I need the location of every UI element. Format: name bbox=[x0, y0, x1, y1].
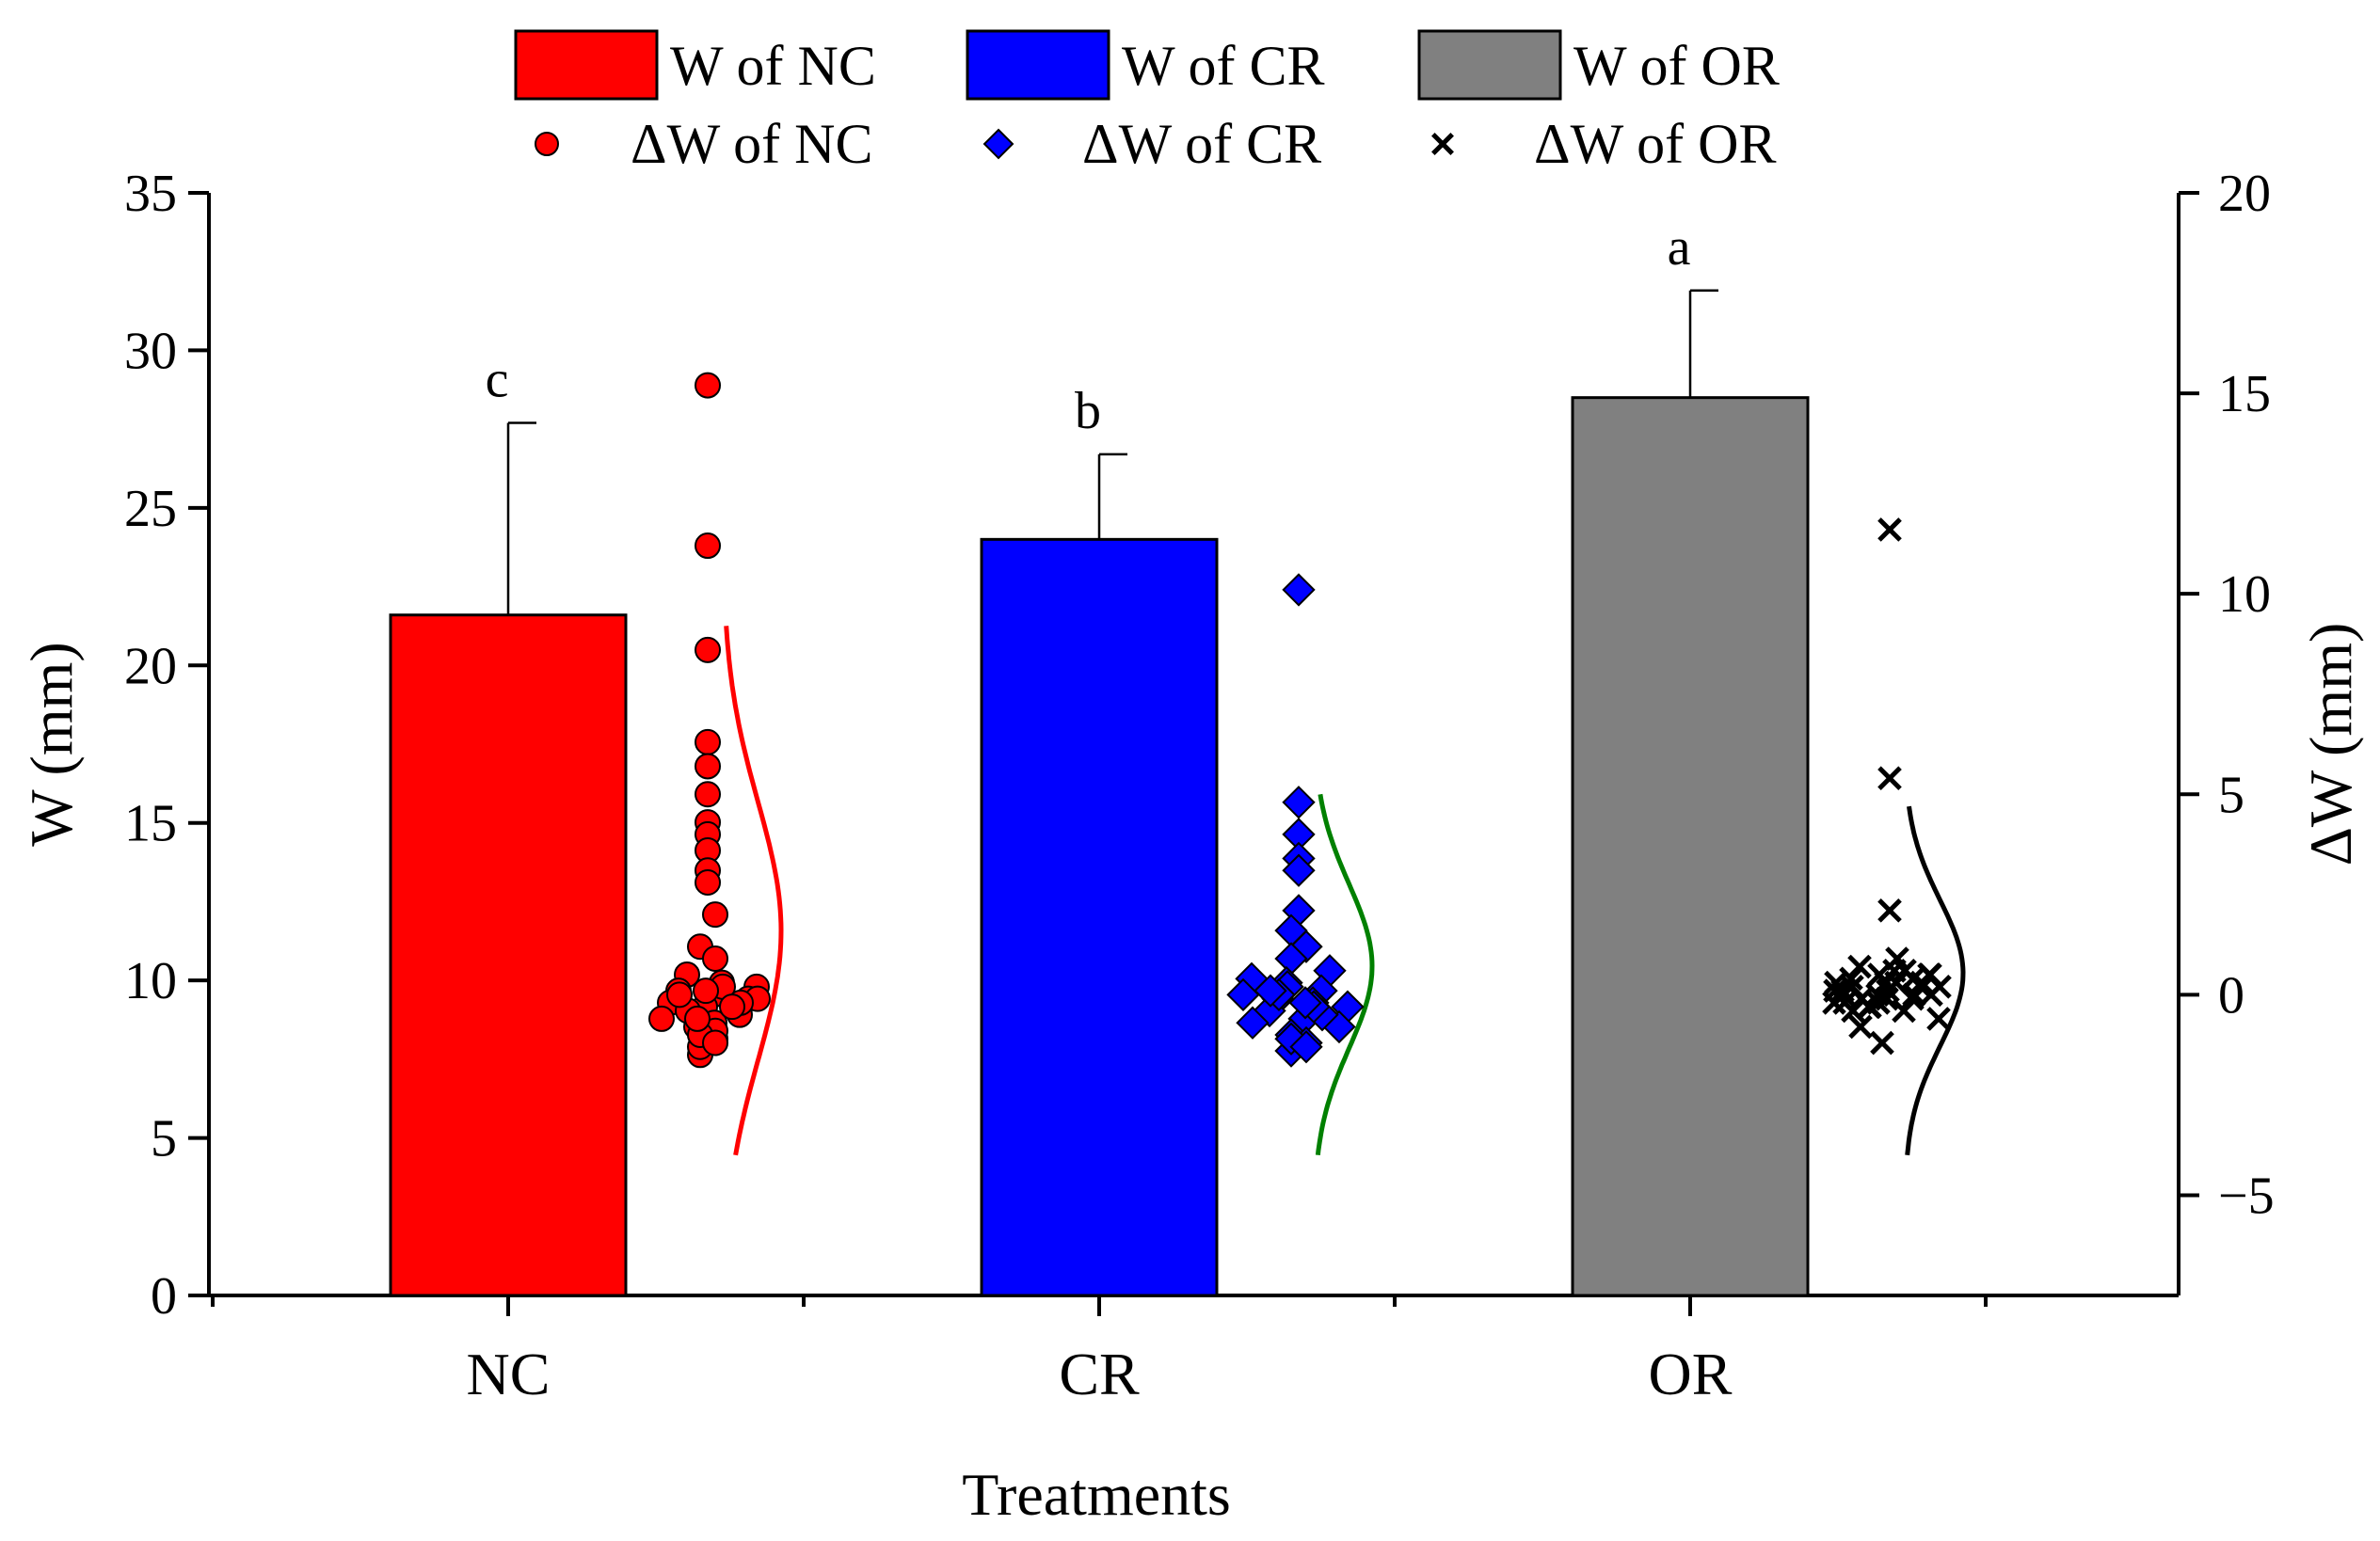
y2-tick-label: 0 bbox=[2218, 966, 2244, 1025]
delta-point bbox=[1870, 1030, 1894, 1056]
delta-points bbox=[648, 372, 1952, 1069]
bars: c b a bbox=[389, 218, 1810, 1297]
delta-point bbox=[1926, 1007, 1951, 1031]
delta-point bbox=[1832, 991, 1857, 1015]
distribution-curves bbox=[724, 626, 1966, 1156]
distribution-curve-or bbox=[1905, 805, 1966, 1156]
delta-point bbox=[1282, 853, 1316, 887]
delta-point bbox=[1254, 974, 1287, 1008]
delta-point bbox=[695, 728, 721, 755]
delta-point bbox=[1876, 978, 1900, 1003]
x-tick-label: OR bbox=[1649, 1341, 1733, 1407]
legend-marker-cr bbox=[982, 128, 1014, 160]
legend-swatch-nc bbox=[514, 29, 659, 101]
delta-point bbox=[702, 901, 728, 929]
bar-or bbox=[1571, 396, 1810, 1297]
x-tick-label: CR bbox=[1059, 1341, 1140, 1407]
delta-point bbox=[1282, 786, 1316, 819]
y-tick-label: 5 bbox=[151, 1110, 177, 1168]
legend-label: ΔW of OR bbox=[1534, 113, 1776, 175]
right-axis-ticks: −5 0 5 10 15 20 bbox=[2179, 165, 2275, 1225]
x-axis-title: Treatments bbox=[962, 1461, 1231, 1528]
delta-point bbox=[1282, 573, 1316, 607]
delta-point bbox=[1892, 998, 1916, 1024]
legend: W of NC W of CR W of OR ΔW of NC ΔW of CR ΔW … bbox=[514, 29, 1780, 175]
y2-tick-label: 15 bbox=[2218, 365, 2271, 423]
delta-point bbox=[1877, 898, 1902, 923]
y2-tick-label: 20 bbox=[2218, 165, 2271, 223]
y-tick-label: 0 bbox=[151, 1267, 177, 1326]
y2-tick-label: −5 bbox=[2218, 1167, 2275, 1225]
delta-point bbox=[666, 981, 693, 1009]
delta-point bbox=[1824, 970, 1848, 995]
distribution-curve-cr bbox=[1315, 793, 1375, 1156]
delta-point bbox=[1847, 954, 1872, 979]
bar-nc bbox=[389, 613, 628, 1297]
delta-point bbox=[982, 128, 1014, 160]
y-tick-label: 15 bbox=[124, 795, 177, 853]
delta-point bbox=[695, 372, 721, 399]
legend-marker-nc bbox=[535, 132, 559, 156]
delta-point bbox=[695, 753, 721, 780]
left-axis-ticks: 0 5 10 15 20 25 30 35 bbox=[124, 165, 209, 1326]
delta-point bbox=[1289, 1030, 1323, 1064]
delta-point bbox=[719, 993, 745, 1021]
delta-point bbox=[693, 977, 719, 1005]
legend-label: ΔW of NC bbox=[631, 113, 872, 175]
legend-label: W of CR bbox=[1122, 35, 1325, 97]
delta-point bbox=[684, 1005, 711, 1032]
delta-point bbox=[1431, 133, 1454, 155]
x-tick-label: NC bbox=[467, 1341, 551, 1407]
y2-tick-label: 10 bbox=[2218, 565, 2271, 624]
delta-point bbox=[702, 1029, 728, 1056]
y2-tick-label: 5 bbox=[2218, 766, 2244, 824]
delta-point bbox=[1236, 1006, 1270, 1040]
delta-point bbox=[1867, 962, 1892, 987]
delta-point bbox=[702, 945, 728, 973]
delta-point bbox=[1848, 1014, 1873, 1040]
bar-cr bbox=[980, 537, 1219, 1297]
delta-point bbox=[695, 781, 721, 808]
significance-letter: c bbox=[486, 350, 509, 408]
y-axis-title: W (mm) bbox=[18, 642, 85, 846]
delta-point bbox=[1849, 986, 1874, 1011]
y2-axis-title: ΔW (mm) bbox=[2297, 623, 2364, 866]
y-tick-label: 10 bbox=[124, 952, 177, 1010]
legend-label: ΔW of CR bbox=[1082, 113, 1321, 175]
y-tick-label: 25 bbox=[124, 480, 177, 538]
legend-label: W of NC bbox=[670, 35, 876, 97]
delta-point bbox=[1902, 982, 1926, 1008]
significance-letter: a bbox=[1668, 218, 1691, 277]
delta-point bbox=[1877, 766, 1902, 791]
legend-label: W of OR bbox=[1573, 35, 1780, 97]
delta-point bbox=[1226, 977, 1260, 1012]
legend-swatch-or bbox=[1417, 29, 1562, 101]
significance-letter: b bbox=[1075, 382, 1101, 440]
delta-point bbox=[1877, 517, 1902, 542]
y-tick-label: 30 bbox=[124, 322, 177, 380]
distribution-curve-nc bbox=[724, 626, 784, 1156]
delta-point bbox=[1288, 986, 1322, 1020]
delta-point bbox=[695, 532, 721, 560]
x-axis-ticks: NC CR OR bbox=[211, 1295, 1988, 1407]
delta-point bbox=[648, 1005, 675, 1032]
legend-marker-or bbox=[1431, 133, 1454, 155]
delta-point bbox=[535, 132, 559, 156]
legend-swatch-cr bbox=[966, 29, 1110, 101]
y-tick-label: 20 bbox=[124, 637, 177, 695]
delta-point bbox=[695, 869, 721, 897]
delta-point bbox=[695, 636, 721, 663]
y-tick-label: 35 bbox=[124, 165, 177, 223]
